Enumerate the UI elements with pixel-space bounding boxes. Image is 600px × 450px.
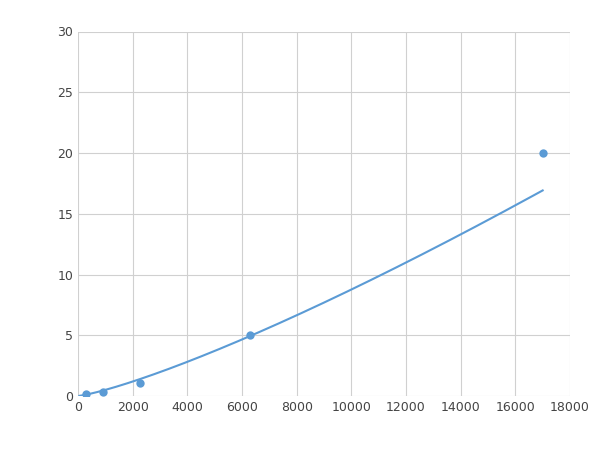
Point: [82, 391, 91, 398]
Point: [98, 388, 107, 396]
Point: [245, 332, 255, 339]
Point: [134, 379, 145, 386]
Point: [538, 149, 547, 157]
